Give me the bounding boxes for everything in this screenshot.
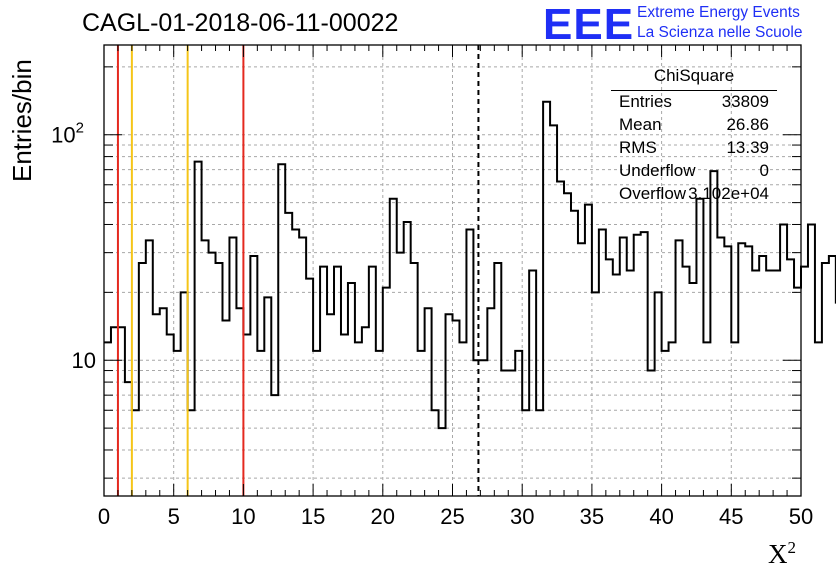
stats-box-rule	[611, 90, 777, 91]
stats-value: 33809	[721, 92, 769, 111]
stats-value: 3.102e+04	[688, 184, 769, 203]
x-axis-label: X2	[768, 538, 796, 569]
stats-value: 13.39	[726, 138, 769, 157]
chart-title: CAGL-01-2018-06-11-00022	[82, 9, 399, 37]
stats-row-entries: Entries 33809	[619, 92, 769, 114]
y-tick-label: 10	[72, 348, 96, 373]
stats-box-title: ChiSquare	[653, 66, 735, 85]
y-axis-label: Entries/bin	[7, 59, 37, 182]
stats-key: Underflow	[619, 161, 696, 180]
stats-value: 0	[759, 161, 769, 180]
stats-value: 26.86	[726, 115, 769, 134]
stats-key: Mean	[619, 115, 662, 134]
x-tick-label: 45	[719, 504, 743, 529]
stats-row-underflow: Underflow 0	[619, 161, 769, 183]
x-tick-label: 40	[649, 504, 673, 529]
x-tick-label: 35	[580, 504, 604, 529]
stats-key: RMS	[619, 138, 657, 157]
eee-logo: EEE Extreme Energy Events La Scienza nel…	[543, 0, 835, 49]
x-tick-label: 50	[789, 504, 813, 529]
x-tick-label: 15	[301, 504, 325, 529]
logo-line-2: La Scienza nelle Scuole	[637, 24, 803, 41]
stats-key: Entries	[619, 92, 672, 111]
x-tick-label: 0	[98, 504, 110, 529]
stats-row-rms: RMS 13.39	[619, 138, 769, 160]
logo-line-1: Extreme Energy Events	[637, 4, 800, 21]
x-tick-label: 30	[510, 504, 534, 529]
x-tick-label: 25	[440, 504, 464, 529]
stats-box: ChiSquare Entries 33809 Mean 26.86 RMS 1…	[611, 66, 777, 214]
logo-mark: EEE	[543, 0, 635, 49]
x-tick-label: 5	[168, 504, 180, 529]
stats-row-mean: Mean 26.86	[619, 115, 769, 137]
histogram-series	[104, 100, 836, 430]
x-tick-label: 20	[371, 504, 395, 529]
stats-row-overflow: Overflow 3.102e+04	[619, 184, 769, 206]
stats-key: Overflow	[619, 184, 687, 203]
y-tick-label: 102	[51, 120, 84, 148]
x-tick-label: 10	[231, 504, 255, 529]
